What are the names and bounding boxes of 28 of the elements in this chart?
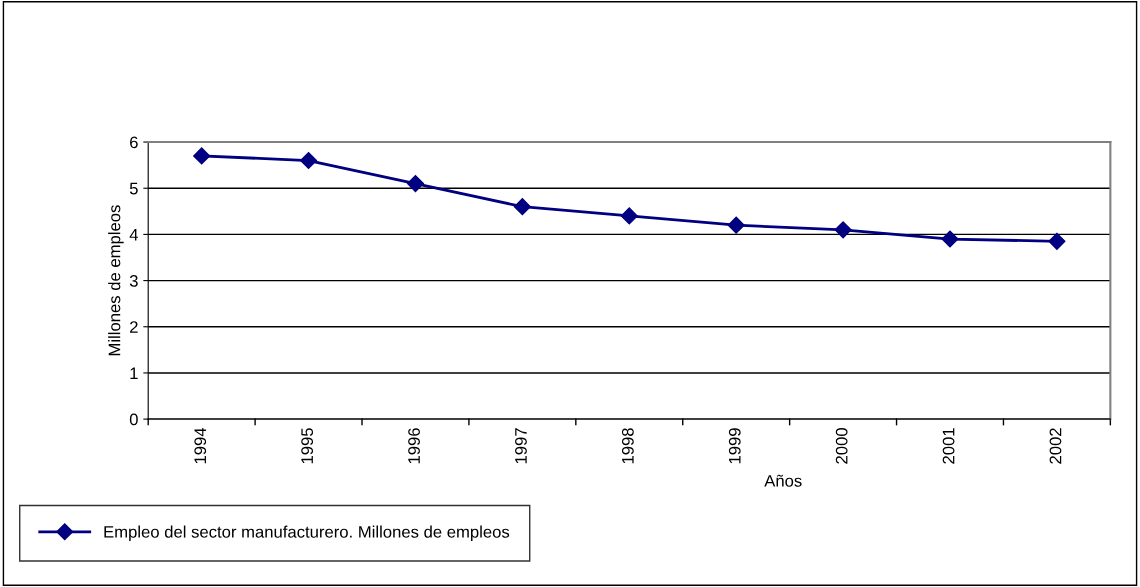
y-tick-label: 1 xyxy=(130,367,138,379)
point xyxy=(834,221,852,239)
point xyxy=(1048,232,1066,250)
legend-label: Empleo del sector manufacturero. Millones de empleos xyxy=(104,525,510,542)
point xyxy=(941,230,959,248)
y-tick-label: 6 xyxy=(130,136,138,149)
y-tick-label: 2 xyxy=(130,321,138,333)
x-tick-label: 1999 xyxy=(728,428,741,464)
point xyxy=(406,175,425,193)
y-axis-title: Millones de empleos xyxy=(108,205,124,356)
x-tick-label: 2002 xyxy=(1049,428,1062,464)
y-tick-label: 4 xyxy=(129,228,138,241)
x-tick-label: 1995 xyxy=(301,428,314,464)
x-tick-label: 2000 xyxy=(835,428,848,464)
y-tick-label: 5 xyxy=(129,182,138,195)
y-tick-label: 0 xyxy=(129,413,138,426)
point xyxy=(727,216,745,234)
point xyxy=(300,151,318,170)
y-tick-label: 3 xyxy=(129,274,138,287)
point xyxy=(620,207,638,225)
point xyxy=(513,198,531,216)
x-tick-label: 1997 xyxy=(515,428,527,464)
point xyxy=(193,147,211,165)
x-axis-title: Años xyxy=(764,474,802,487)
x-tick-label: 1994 xyxy=(194,427,207,464)
x-tick-label: 1996 xyxy=(408,428,420,464)
x-tick-label: 1998 xyxy=(621,428,634,464)
x-tick-label: 2001 xyxy=(942,428,955,464)
